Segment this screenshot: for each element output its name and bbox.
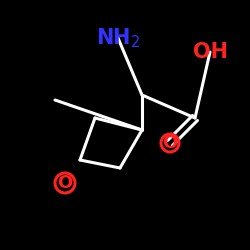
Text: NH$_2$: NH$_2$ bbox=[96, 26, 140, 50]
Text: O: O bbox=[58, 174, 72, 192]
Text: OH: OH bbox=[192, 42, 228, 62]
Text: O: O bbox=[162, 134, 178, 152]
